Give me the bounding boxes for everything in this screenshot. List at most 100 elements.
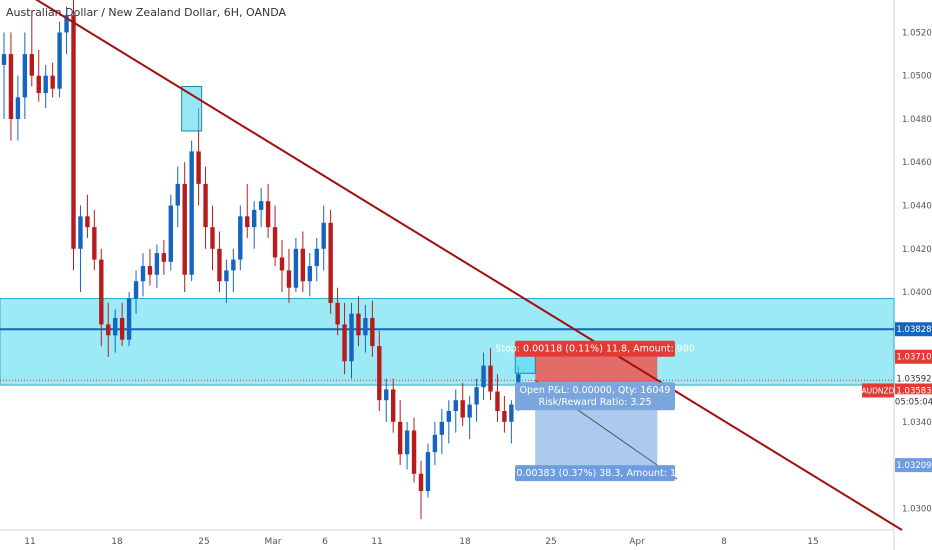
pnl-label-box: [515, 382, 675, 411]
target-price-text: 1.03209: [896, 461, 931, 471]
candle: [119, 318, 125, 340]
candle: [488, 365, 493, 392]
current-price-tag: [895, 371, 932, 386]
y-tick-label: 1.03400: [902, 418, 932, 428]
candle: [161, 253, 167, 262]
candle: [453, 400, 458, 412]
candle: [238, 216, 243, 260]
target-price-tag: [895, 458, 932, 473]
candle: [245, 216, 250, 228]
y-tick-label: 1.04600: [902, 158, 932, 168]
candle: [78, 216, 83, 249]
candle: [175, 183, 180, 206]
candle: [252, 209, 257, 228]
x-tick-label: 18: [111, 537, 123, 547]
current-price-text: 1.03592: [896, 375, 931, 385]
x-tick-label: 11: [24, 537, 35, 547]
candle: [279, 257, 285, 271]
y-tick-label: 1.05000: [902, 72, 932, 82]
entry-price-tag: [895, 383, 932, 398]
candle: [36, 75, 41, 94]
candle: [92, 227, 97, 260]
support-zone: [0, 298, 895, 386]
candle: [474, 387, 479, 405]
candle: [210, 227, 215, 249]
candle: [258, 201, 264, 210]
candle: [85, 216, 90, 228]
candle: [154, 253, 160, 275]
candle: [460, 400, 465, 418]
candle: [404, 430, 410, 455]
candle: [509, 404, 514, 422]
y-tick-label: 1.04400: [902, 202, 932, 212]
candle: [293, 248, 299, 288]
x-tick-label: Apr: [629, 537, 645, 547]
stop-label-box: [515, 340, 675, 357]
pnl-label-text: Risk/Reward Ratio: 3.25: [538, 397, 651, 408]
candle: [356, 313, 361, 336]
candle: [265, 201, 271, 228]
candle: [15, 97, 21, 119]
target-label-text: Target: 0.00383 (0.37%) 38.3, Amount: 10…: [480, 468, 710, 479]
candle: [377, 346, 382, 401]
downtrend-line: [35, 0, 903, 531]
candle: [418, 473, 424, 492]
candle: [314, 248, 319, 267]
stop-price-text: 1.03710: [896, 353, 931, 363]
candle: [140, 266, 146, 282]
level-price-text: 1.03828: [896, 325, 931, 335]
level-price-tag: [895, 322, 932, 337]
x-tick-label: 25: [545, 537, 556, 547]
x-tick-label: 11: [371, 537, 382, 547]
candle: [133, 281, 139, 299]
candle: [196, 151, 201, 184]
chart-title: Australian Dollar / New Zealand Dollar, …: [6, 6, 287, 19]
entry-price-text: 1.03583: [896, 386, 931, 396]
target-label-box: [515, 465, 675, 482]
countdown-tag: [895, 394, 932, 409]
touch-box: [181, 86, 203, 132]
candle: [29, 54, 34, 76]
symbol-text: AUDNZD: [862, 386, 895, 395]
candle: [328, 222, 333, 303]
candle: [99, 259, 104, 325]
x-tick-label: 25: [198, 537, 209, 547]
stop-price-tag: [895, 349, 932, 364]
candle: [495, 391, 500, 412]
candle: [363, 318, 368, 336]
candle: [335, 302, 340, 325]
y-tick-label: 1.03000: [902, 504, 932, 514]
candle: [231, 259, 236, 271]
x-tick-label: Mar: [265, 537, 282, 547]
candle: [411, 430, 417, 474]
stop-area: [535, 356, 658, 383]
candle: [391, 389, 396, 422]
candle: [370, 318, 375, 347]
candle: [349, 313, 354, 362]
candle: [168, 205, 173, 262]
candle: [321, 222, 326, 249]
candle: [384, 389, 389, 401]
candle: [113, 318, 118, 336]
candle: [224, 270, 229, 282]
candle: [64, 15, 69, 33]
candle: [22, 54, 28, 98]
y-tick-label: 1.04800: [902, 115, 932, 125]
candle: [502, 411, 507, 422]
x-tick-label: 8: [721, 537, 727, 547]
candle: [43, 75, 48, 94]
y-tick-label: 1.04000: [902, 288, 932, 298]
candle: [397, 421, 403, 455]
candle: [425, 452, 431, 492]
x-tick-label: 15: [807, 537, 818, 547]
candle: [300, 248, 306, 282]
x-tick-label: 18: [459, 537, 471, 547]
candle: [1, 54, 7, 65]
candle: [126, 298, 132, 340]
candle: [272, 227, 278, 258]
candle: [106, 324, 111, 336]
countdown-text: 05:05:04: [895, 397, 932, 407]
candle: [286, 270, 292, 288]
stop-label-text: Stop: 0.00118 (0.11%) 11.8, Amount: 980: [495, 344, 695, 355]
